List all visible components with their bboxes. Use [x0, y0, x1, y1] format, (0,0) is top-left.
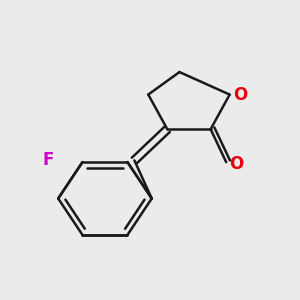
- Text: O: O: [230, 155, 244, 173]
- Text: O: O: [233, 85, 247, 103]
- Text: F: F: [42, 152, 53, 169]
